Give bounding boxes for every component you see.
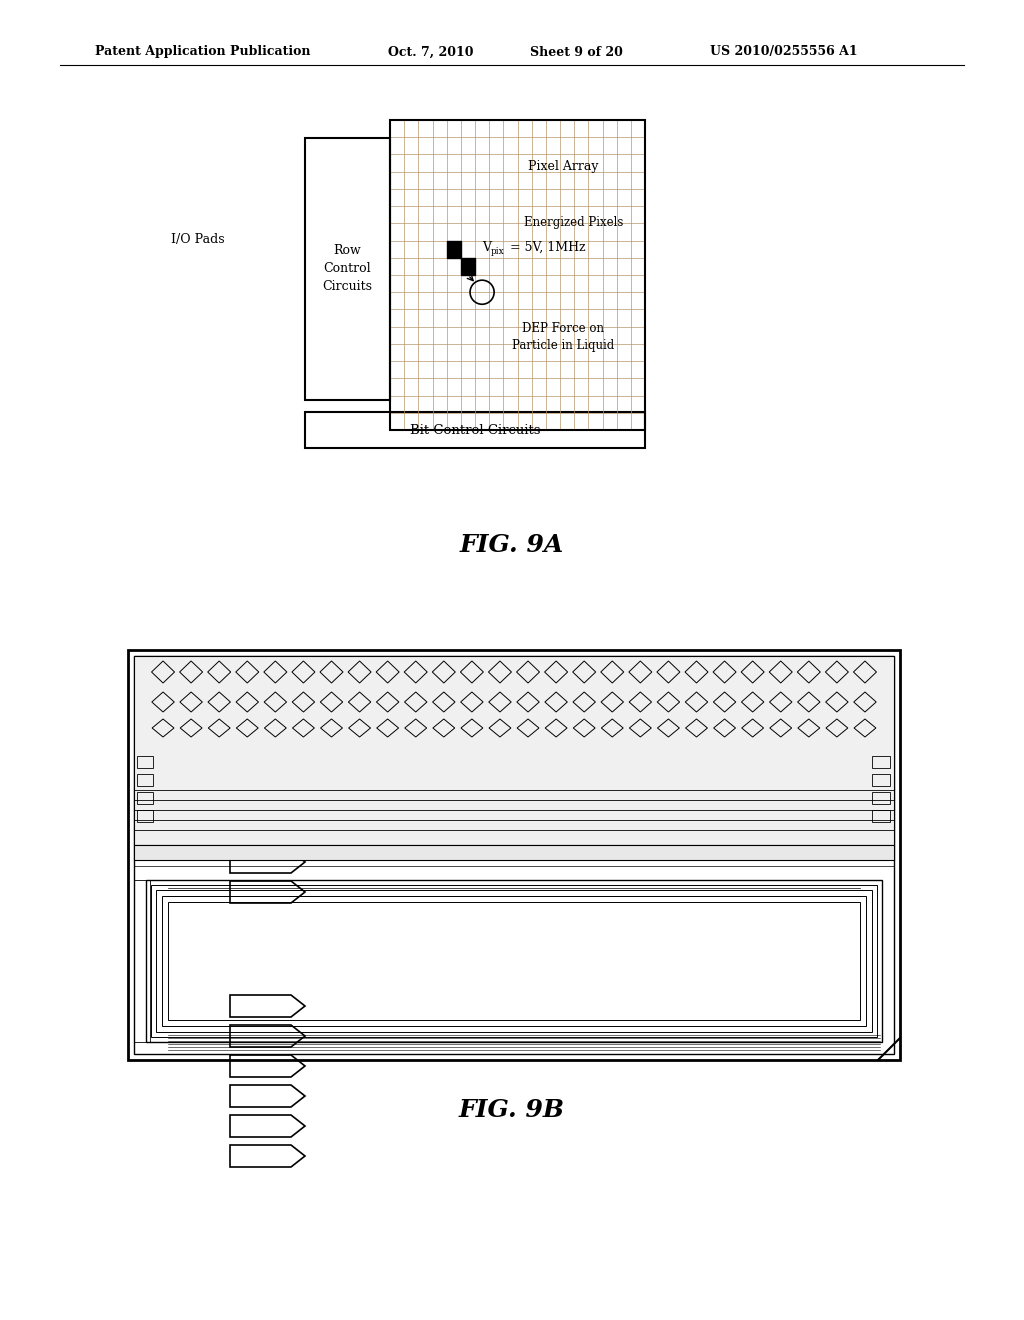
Bar — [137, 810, 153, 822]
Bar — [128, 649, 900, 1060]
Text: FIG. 9B: FIG. 9B — [459, 1098, 565, 1122]
Bar — [156, 890, 872, 1032]
Bar — [134, 845, 894, 861]
Text: Oct. 7, 2010: Oct. 7, 2010 — [388, 45, 473, 58]
Bar — [872, 810, 890, 822]
Bar — [134, 656, 894, 1053]
Bar — [872, 756, 890, 768]
Text: V: V — [482, 240, 490, 253]
Bar — [162, 896, 866, 1026]
Text: Sheet 9 of 20: Sheet 9 of 20 — [530, 45, 623, 58]
Text: Patent Application Publication: Patent Application Publication — [95, 45, 310, 58]
Text: = 5V, 1MHz: = 5V, 1MHz — [506, 240, 586, 253]
Bar — [390, 120, 645, 430]
Bar — [305, 412, 645, 447]
Text: I/O Pads: I/O Pads — [171, 232, 225, 246]
Bar — [134, 656, 894, 845]
Text: FIG. 9A: FIG. 9A — [460, 533, 564, 557]
Bar — [872, 792, 890, 804]
Text: Energized Pixels: Energized Pixels — [524, 215, 624, 228]
Bar — [137, 774, 153, 785]
Bar — [390, 120, 645, 430]
Text: pix: pix — [490, 247, 505, 256]
Text: Pixel Array: Pixel Array — [528, 160, 599, 173]
Text: Bit Control Circuits: Bit Control Circuits — [410, 424, 541, 437]
Bar — [146, 880, 882, 1041]
Bar — [872, 774, 890, 785]
Bar — [305, 139, 390, 400]
Text: US 2010/0255556 A1: US 2010/0255556 A1 — [710, 45, 858, 58]
Bar — [446, 240, 461, 257]
Text: DEP Force on
Particle in Liquid: DEP Force on Particle in Liquid — [512, 322, 614, 352]
Bar — [461, 257, 475, 275]
Bar — [137, 756, 153, 768]
Bar — [134, 880, 150, 1041]
Bar — [137, 792, 153, 804]
Bar — [168, 902, 860, 1020]
Text: Row
Control
Circuits: Row Control Circuits — [323, 244, 373, 293]
Bar — [151, 884, 877, 1038]
